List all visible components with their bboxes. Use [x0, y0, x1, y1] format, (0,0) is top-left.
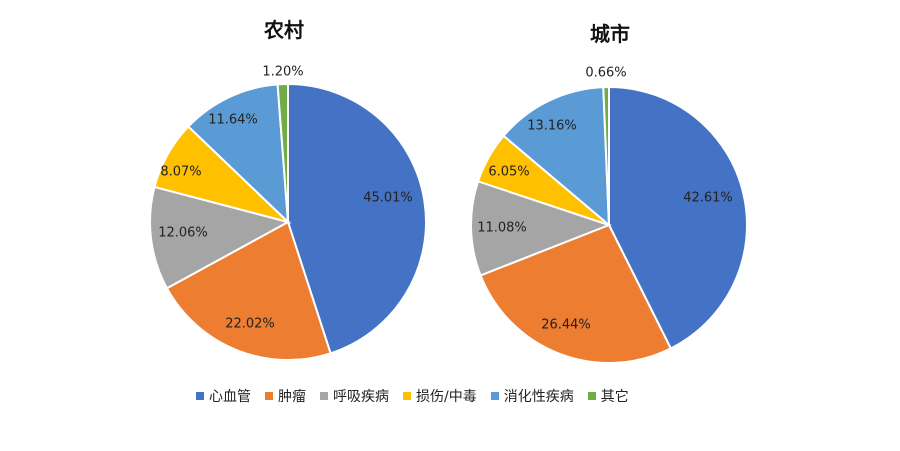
rural-pie-title: 农村: [264, 18, 304, 42]
urban-pie-title: 城市: [590, 22, 630, 46]
rural-label-heart: 45.01%: [363, 191, 413, 206]
rural-slice-tumor: [165, 220, 332, 361]
urban-label-tumor: 26.44%: [541, 318, 591, 333]
urban-label-other: 0.66%: [585, 66, 626, 81]
rural-slice-respiratory: [149, 185, 291, 290]
legend-item-other: 其它: [587, 386, 629, 406]
rural-label-tumor: 22.02%: [225, 317, 275, 332]
rural-label-other: 1.20%: [262, 65, 303, 80]
legend-swatch-respiratory: [320, 392, 328, 400]
legend-label-tumor: 肿瘤: [278, 389, 306, 405]
legend-label-injury: 损伤/中毒: [416, 389, 477, 405]
rural-slice-other: [276, 82, 289, 223]
legend-item-tumor: 肿瘤: [265, 386, 306, 406]
rural-label-digestive: 11.64%: [208, 113, 258, 128]
legend-item-digestive: 消化性疾病: [490, 386, 574, 406]
urban-slice-digestive: [502, 86, 611, 228]
chart-legend: 心血管 肿瘤 呼吸疾病 损伤/中毒 消化性疾病 其它: [196, 386, 629, 406]
rural-slice-digestive: [186, 83, 290, 225]
rural-label-respiratory: 12.06%: [158, 226, 208, 241]
legend-item-heart: 心血管: [196, 386, 251, 406]
urban-slice-other: [602, 85, 610, 226]
rural-label-injury: 8.07%: [160, 165, 201, 180]
urban-label-digestive: 13.16%: [527, 119, 577, 134]
urban-label-injury: 6.05%: [488, 165, 529, 180]
urban-label-respiratory: 11.08%: [477, 221, 527, 236]
legend-label-respiratory: 呼吸疾病: [333, 389, 389, 405]
legend-swatch-heart: [196, 392, 204, 400]
legend-item-injury: 损伤/中毒: [403, 386, 477, 406]
urban-slice-respiratory: [470, 180, 612, 277]
legend-swatch-tumor: [265, 392, 273, 400]
urban-slice-tumor: [479, 223, 673, 364]
legend-swatch-injury: [403, 392, 411, 400]
legend-swatch-other: [587, 392, 596, 400]
legend-label-heart: 心血管: [209, 389, 251, 405]
legend-label-other: 其它: [600, 389, 629, 405]
legend-swatch-digestive: [490, 392, 499, 400]
urban-slice-heart: [608, 85, 748, 350]
legend-item-respiratory: 呼吸疾病: [320, 386, 389, 406]
legend-label-digestive: 消化性疾病: [503, 389, 574, 405]
urban-label-heart: 42.61%: [683, 191, 733, 206]
rural-slice-heart: [287, 82, 427, 355]
